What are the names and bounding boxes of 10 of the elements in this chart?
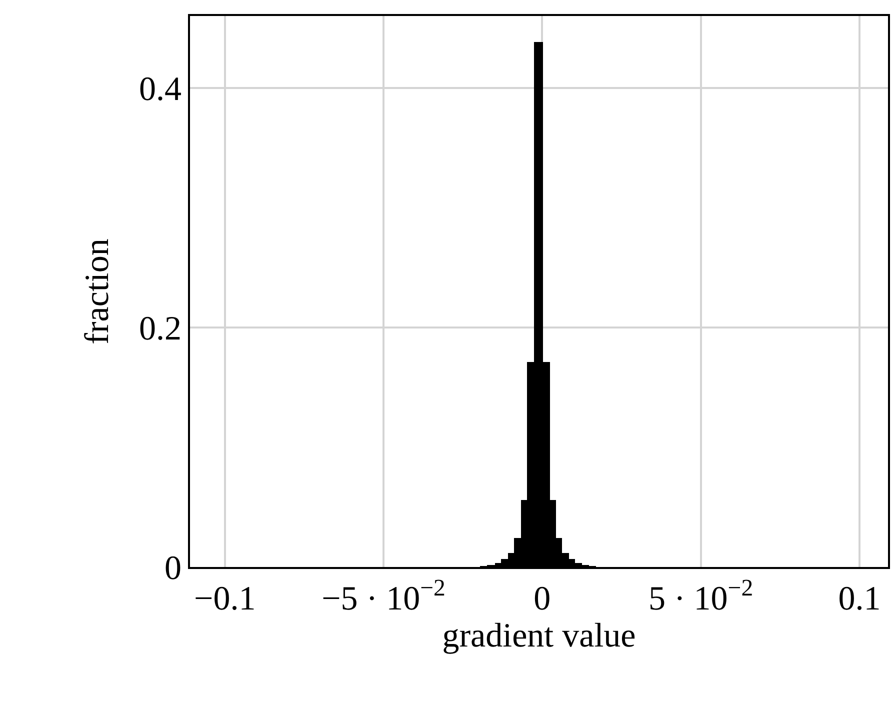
x-tick-label: 0 [534, 580, 551, 618]
y-tick-label: 0.4 [138, 70, 182, 108]
x-tick-label: 5 · 10$^{−2}$ [648, 575, 754, 618]
x-tick-label: 0.1 [838, 580, 881, 618]
x-tick-label: −5 · 10$^{−2}$ [322, 575, 446, 618]
x-axis-title: gradient value [442, 618, 636, 655]
x-tick-label: −0.1 [194, 580, 256, 618]
y-axis-title: fraction [79, 238, 116, 344]
y-tick-label: 0.2 [138, 310, 182, 348]
y-tick-label: 0 [164, 550, 182, 587]
